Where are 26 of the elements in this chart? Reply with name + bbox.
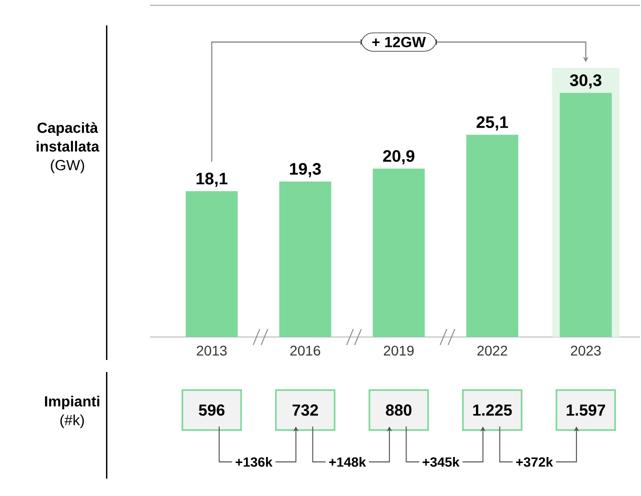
text: + 12GW [372,36,426,48]
x-tick-label: 2016 [290,346,320,356]
data-label: 25,1 [476,116,508,130]
text: +372k [516,457,554,467]
data-label: 30,3 [570,74,602,89]
bar [279,181,332,337]
text: 1.225 [473,404,512,416]
bar [186,191,238,337]
text: 732 [292,404,318,416]
data-label: 19,3 [290,163,321,178]
y-axis-title: Capacità installata (GW) [36,122,100,174]
bar [372,168,425,337]
x-tick-label: 2019 [384,346,414,356]
text: 596 [198,404,224,416]
data-label: 20,9 [383,150,414,164]
text: 1.597 [566,404,606,416]
x-tick-label: 2023 [570,346,601,356]
text: +345k [422,457,460,467]
bar [466,134,518,337]
text: +148k [329,457,366,467]
text: Impianti (#k) [45,396,100,428]
data-label: 18,1 [196,172,228,187]
text: 880 [386,404,412,416]
x-tick-label: 2013 [196,346,227,356]
text: +136k [236,457,273,467]
x-tick-label: 2022 [477,346,508,356]
